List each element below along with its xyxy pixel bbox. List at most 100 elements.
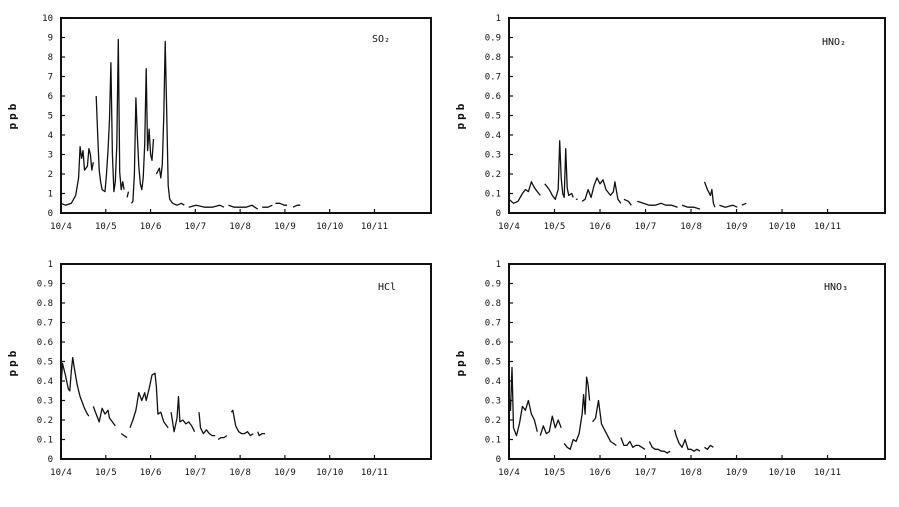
y-tick-label-so2-0: 0 <box>48 209 53 219</box>
y-tick-label-hno3-9: 0.9 <box>485 280 501 290</box>
y-tick-label-hcl-5: 0.5 <box>37 358 53 368</box>
x-tick-label-hno3-3: 10/7 <box>635 468 657 478</box>
y-axis-label-hno2: ppb <box>454 101 467 130</box>
chart-panel-hcl: HCl ppb 0 0.1 0.2 0.3 0.4 0.5 0.6 0.7 0.8 0.9 1 10… <box>6 260 432 478</box>
x-ticks-so2: 10/4 10/5 10/6 10/7 10/8 10/9 10/10 10/11 <box>50 209 388 232</box>
x-tick-label-hno2-5: 10/9 <box>726 222 748 232</box>
y-tick-label-so2-8: 8 <box>48 53 53 63</box>
x-tick-label-so2-5: 10/9 <box>274 222 296 232</box>
y-ticks-hno2: 0 0.1 0.2 0.3 0.4 0.5 0.6 0.7 0.8 0.9 1 <box>485 14 513 219</box>
x-tick-label-hno2-1: 10/5 <box>544 222 566 232</box>
x-tick-label-hcl-7: 10/11 <box>361 468 388 478</box>
y-tick-label-so2-3: 3 <box>48 151 53 161</box>
series-line-so2-0-7 <box>262 204 273 208</box>
x-tick-label-hno2-6: 10/10 <box>769 222 796 232</box>
x-ticks-hcl: 10/4 10/5 10/6 10/7 10/8 10/9 10/10 10/11 <box>50 455 388 478</box>
y-tick-label-hno2-3: 0.3 <box>485 151 501 161</box>
series-line-so2-0-3 <box>130 68 155 204</box>
series-hno2 <box>508 140 747 210</box>
series-line-hno3-0-3 <box>592 399 617 446</box>
y-tick-label-hno3-10: 1 <box>496 260 501 270</box>
plot-frame-hcl <box>60 263 432 460</box>
series-line-hno2-0-6 <box>681 204 701 210</box>
panel-title-hno2: HNO₂ <box>822 37 846 48</box>
y-tick-label-so2-1: 1 <box>48 190 53 200</box>
y-ticks-so2: 0 1 2 3 4 5 6 7 8 9 10 <box>42 14 65 219</box>
series-line-hno2-0-0 <box>508 181 541 204</box>
y-tick-label-hcl-6: 0.6 <box>37 338 53 348</box>
series-line-hno2-0-8 <box>719 204 738 208</box>
x-tick-label-so2-7: 10/11 <box>361 222 388 232</box>
x-tick-label-hno3-6: 10/10 <box>769 468 796 478</box>
y-tick-label-hno3-5: 0.5 <box>485 358 501 368</box>
panel-title-hcl: HCl <box>378 282 396 293</box>
series-line-hno3-0-0 <box>508 366 538 437</box>
y-tick-label-hno3-6: 0.6 <box>485 338 501 348</box>
y-tick-label-so2-2: 2 <box>48 170 53 180</box>
y-tick-label-hno3-0: 0 <box>496 455 501 465</box>
y-tick-label-hcl-9: 0.9 <box>37 280 53 290</box>
series-line-hno3-0-5 <box>648 441 671 454</box>
x-tick-label-hno2-4: 10/8 <box>680 222 702 232</box>
x-tick-label-hno3-4: 10/8 <box>680 468 702 478</box>
y-tick-label-hno3-4: 0.4 <box>485 377 501 387</box>
series-line-so2-0-2 <box>126 191 130 198</box>
series-line-hcl-0-7 <box>230 409 254 437</box>
series-line-hno2-0-9 <box>741 202 747 206</box>
y-axis-label-hcl: ppb <box>6 348 19 377</box>
y-ticks-hno3: 0 0.1 0.2 0.3 0.4 0.5 0.6 0.7 0.8 0.9 1 <box>485 260 513 465</box>
x-tick-label-so2-4: 10/8 <box>229 222 251 232</box>
series-line-so2-0-1 <box>95 38 125 193</box>
series-line-hcl-0-2 <box>120 433 128 439</box>
y-tick-label-hno2-2: 0.2 <box>485 170 501 180</box>
x-tick-label-so2-3: 10/7 <box>185 222 207 232</box>
series-hno3 <box>508 366 714 454</box>
y-axis-label-so2: ppb <box>6 101 19 130</box>
y-tick-label-hno2-10: 1 <box>496 14 501 24</box>
series-line-hno3-0-7 <box>704 444 714 450</box>
y-tick-label-so2-5: 5 <box>48 112 53 122</box>
y-tick-label-hno2-4: 0.4 <box>485 131 501 141</box>
series-line-hno3-0-4 <box>620 437 646 450</box>
x-tick-label-hno2-2: 10/6 <box>589 222 611 232</box>
y-tick-label-hno3-1: 0.1 <box>485 436 501 446</box>
x-tick-label-hno3-1: 10/5 <box>544 468 566 478</box>
y-tick-label-so2-7: 7 <box>48 73 53 83</box>
y-tick-label-so2-4: 4 <box>48 131 53 141</box>
plot-frame-hno3 <box>508 263 886 460</box>
y-tick-label-so2-6: 6 <box>48 92 53 102</box>
series-line-hno2-0-3 <box>581 177 622 204</box>
series-line-hcl-0-8 <box>257 431 266 437</box>
x-tick-label-so2-2: 10/6 <box>140 222 162 232</box>
series-line-so2-0-5 <box>188 204 225 208</box>
y-tick-label-hcl-8: 0.8 <box>37 299 53 309</box>
x-tick-label-so2-6: 10/10 <box>316 222 343 232</box>
chart-panel-hno2: HNO₂ ppb 0 0.1 0.2 0.3 0.4 0.5 0.6 0.7 0.8 0.9 1 1… <box>454 14 886 232</box>
series-line-hno3-0-6 <box>673 429 701 452</box>
series-line-hcl-0-6 <box>217 435 228 441</box>
x-tick-label-hcl-2: 10/6 <box>140 468 162 478</box>
series-line-so2-0-9 <box>292 204 301 208</box>
panel-title-hno3: HNO₃ <box>824 282 848 293</box>
series-line-hno3-0-1 <box>539 415 562 436</box>
x-tick-label-so2-0: 10/4 <box>50 222 72 232</box>
y-tick-label-hno2-0: 0 <box>496 209 501 219</box>
x-ticks-hno2: 10/4 10/5 10/6 10/7 10/8 10/9 10/10 10/11 <box>498 209 841 232</box>
y-tick-label-hcl-4: 0.4 <box>37 377 53 387</box>
x-tick-label-hno3-5: 10/9 <box>726 468 748 478</box>
x-tick-label-hno3-2: 10/6 <box>589 468 611 478</box>
y-tick-label-hno3-3: 0.3 <box>485 397 501 407</box>
series-so2 <box>60 38 301 210</box>
x-tick-label-hcl-4: 10/8 <box>229 468 251 478</box>
y-tick-label-hcl-3: 0.3 <box>37 397 53 407</box>
y-tick-label-hno2-8: 0.8 <box>485 53 501 63</box>
series-line-hno3-0-2 <box>563 376 591 450</box>
chart-panel-hno3: HNO₃ ppb 0 0.1 0.2 0.3 0.4 0.5 0.6 0.7 0.8 0.9 1 1… <box>454 260 886 478</box>
y-axis-label-hno3: ppb <box>454 348 467 377</box>
y-tick-label-hno2-9: 0.9 <box>485 34 501 44</box>
series-line-hno2-0-1 <box>544 140 574 200</box>
series-line-so2-0-0 <box>60 146 94 206</box>
y-tick-label-hcl-7: 0.7 <box>37 319 53 329</box>
